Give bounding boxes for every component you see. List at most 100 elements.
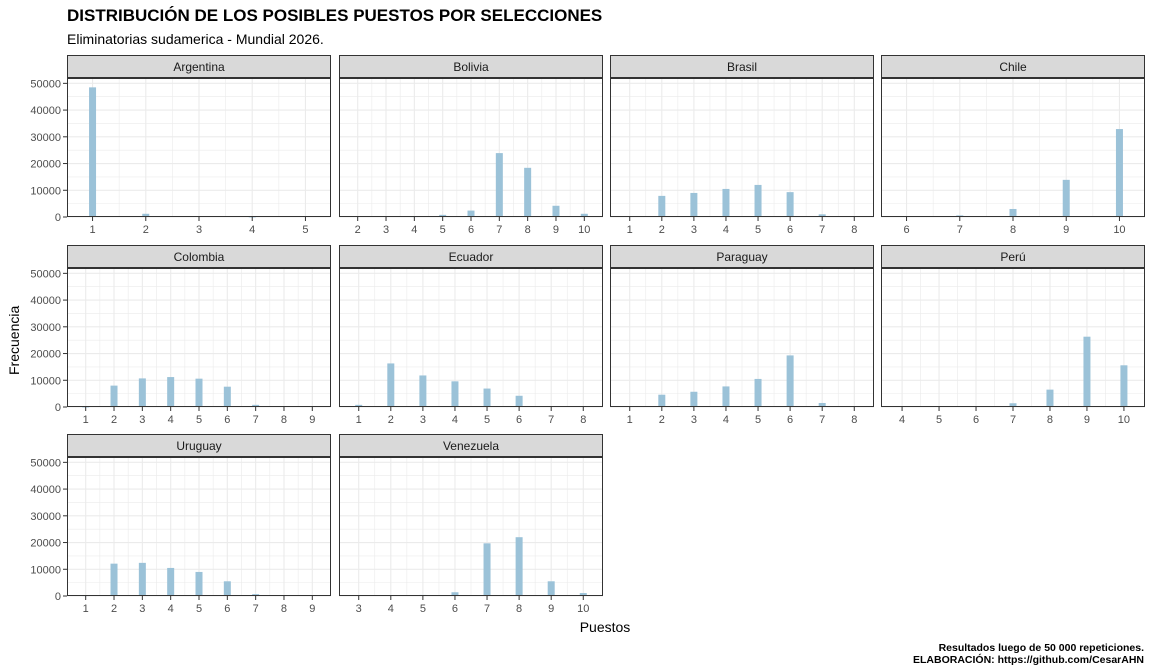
bar: [195, 378, 203, 407]
bar: [690, 192, 698, 217]
x-tick-label: 3: [139, 414, 145, 426]
bar: [451, 381, 459, 407]
panel-border: [67, 78, 331, 217]
bar: [658, 195, 666, 217]
x-tick-label: 5: [420, 603, 426, 615]
bar: [1083, 336, 1091, 407]
x-tick-label: 4: [249, 224, 255, 236]
panel-border: [67, 457, 331, 596]
y-tick-label: 50000: [30, 268, 61, 280]
bar: [195, 571, 203, 596]
x-tick-label: 8: [1010, 224, 1016, 236]
y-tick-label: 50000: [30, 457, 61, 469]
bar: [754, 378, 762, 407]
x-tick-label: 3: [139, 603, 145, 615]
facet-strip-label: Paraguay: [716, 250, 767, 264]
x-tick-label: 6: [468, 224, 474, 236]
y-tick-label: 0: [55, 212, 61, 224]
y-tick-label: 10000: [30, 375, 61, 387]
x-tick-label: 7: [1010, 414, 1016, 426]
x-tick-label: 5: [755, 414, 761, 426]
x-tick-label: 5: [196, 603, 202, 615]
x-tick-label: 4: [723, 224, 729, 236]
bar: [658, 394, 666, 407]
x-tick-label: 8: [281, 414, 287, 426]
facet-strip-label: Argentina: [173, 60, 225, 74]
x-tick-label: 6: [452, 603, 458, 615]
facet-chile: Chile 6 7 8 9 10: [881, 55, 1145, 236]
facet-strip: [339, 434, 603, 457]
x-tick-label: 6: [787, 224, 793, 236]
bar: [722, 188, 730, 217]
facet-strip: [67, 245, 331, 268]
bar: [818, 402, 826, 407]
bar: [387, 363, 395, 407]
x-tick-label: 4: [168, 603, 174, 615]
bar: [467, 210, 475, 217]
x-tick-label: 8: [516, 603, 522, 615]
x-tick-label: 6: [973, 414, 979, 426]
facet-colombia: Colombia 1 2 3 4 5 6 7 8 9 0 10000 20000 30000 40000 50…: [30, 245, 331, 426]
y-tick-label: 30000: [30, 132, 61, 144]
x-tick-label: 2: [111, 603, 117, 615]
facet-strip: [67, 55, 331, 78]
y-tick-label: 20000: [30, 159, 61, 171]
x-tick-label: 7: [253, 414, 259, 426]
panel-border: [881, 268, 1145, 407]
bar: [110, 563, 118, 596]
x-tick-label: 4: [899, 414, 905, 426]
bar: [1009, 403, 1017, 407]
bar: [451, 592, 459, 596]
x-tick-label: 4: [452, 414, 458, 426]
bar: [722, 386, 730, 407]
x-tick-label: 10: [577, 603, 589, 615]
x-tick-label: 3: [691, 224, 697, 236]
y-tick-label: 0: [55, 402, 61, 414]
facet-brasil: Brasil 1 2 3 4 5 6 7 8: [610, 55, 874, 236]
x-tick-label: 6: [224, 414, 230, 426]
x-tick-label: 2: [388, 414, 394, 426]
y-tick-label: 30000: [30, 322, 61, 334]
y-tick-label: 50000: [30, 78, 61, 90]
bar: [1009, 208, 1017, 217]
x-tick-label: 6: [903, 224, 909, 236]
x-tick-label: 8: [851, 224, 857, 236]
bar: [439, 214, 447, 217]
x-tick-label: 10: [1118, 414, 1130, 426]
x-tick-label: 2: [355, 224, 361, 236]
x-tick-label: 7: [957, 224, 963, 236]
x-tick-label: 9: [553, 224, 559, 236]
bar: [223, 386, 231, 407]
bar: [419, 375, 427, 407]
y-tick-label: 40000: [30, 484, 61, 496]
x-tick-label: 5: [484, 414, 490, 426]
bar: [252, 404, 260, 407]
facet-strip: [67, 434, 331, 457]
y-tick-label: 40000: [30, 295, 61, 307]
x-tick-label: 1: [627, 414, 633, 426]
x-tick-label: 7: [819, 224, 825, 236]
y-tick-label: 40000: [30, 105, 61, 117]
bar: [1046, 389, 1054, 407]
bar: [110, 385, 118, 407]
facet-strip-label: Perú: [1000, 250, 1025, 264]
bar: [818, 214, 826, 217]
bar: [483, 543, 491, 596]
x-tick-label: 8: [1047, 414, 1053, 426]
x-tick-label: 7: [819, 414, 825, 426]
bar: [1062, 179, 1070, 217]
bar: [547, 581, 555, 596]
panel-border: [610, 268, 874, 407]
facet-strip-label: Uruguay: [176, 439, 221, 453]
x-tick-label: 2: [111, 414, 117, 426]
x-tick-label: 9: [548, 603, 554, 615]
facet-uruguay: Uruguay 1 2 3 4 5 6 7 8 9 0 10000 20000 30000 40000 500…: [30, 434, 331, 615]
facet-venezuela: Venezuela 3 4 5 6 7 8 9 10: [339, 434, 603, 615]
x-tick-label: 1: [627, 224, 633, 236]
bar: [580, 213, 588, 217]
bar: [690, 391, 698, 407]
x-tick-label: 3: [420, 414, 426, 426]
facet-argentina: Argentina 1 2 3 4 5 0 10000 20000 30000 40000 50000: [30, 55, 331, 236]
bar: [1120, 365, 1128, 407]
